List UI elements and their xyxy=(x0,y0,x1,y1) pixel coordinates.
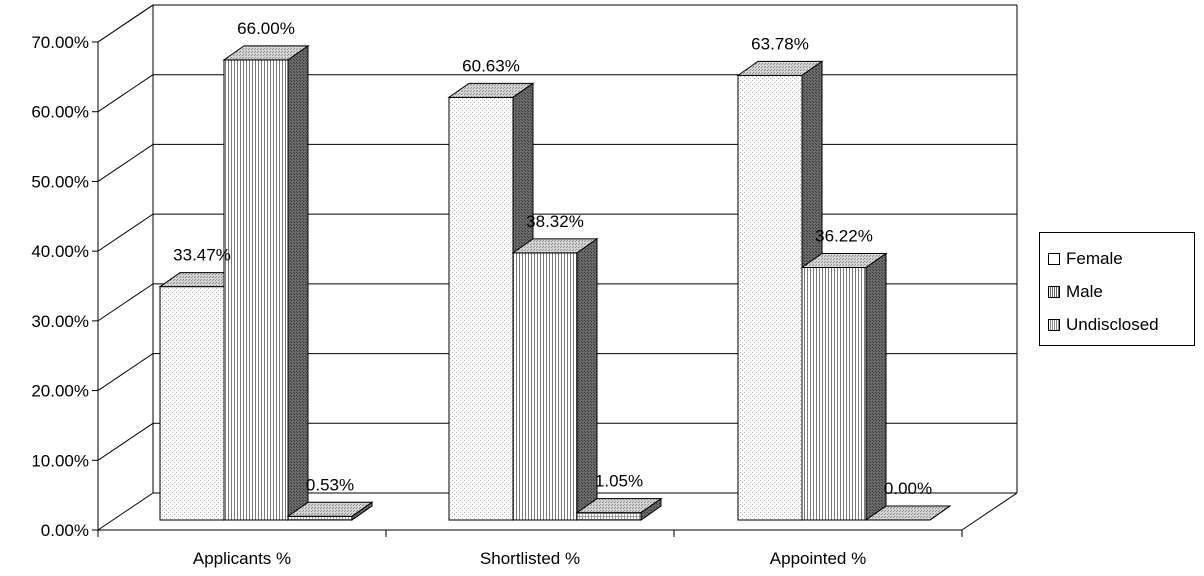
y-tick-label: 10.00% xyxy=(31,451,89,470)
legend-item-undisclosed: Undisclosed xyxy=(1040,308,1194,341)
bars xyxy=(158,44,952,521)
bar-front-face xyxy=(801,266,867,521)
floor-left-edge xyxy=(97,492,154,531)
bar-male xyxy=(222,44,310,521)
bar-side-face xyxy=(640,497,662,521)
y-axis: 0.00% 10.00% 20.00% 30.00% 40.00% 50.00% 60.00… xyxy=(31,33,98,540)
y-tick-label: 60.00% xyxy=(31,103,89,122)
legend-item-male: Male xyxy=(1040,275,1194,308)
bar-side-face xyxy=(351,501,373,521)
bar-side-face xyxy=(287,44,309,521)
data-label: 36.22% xyxy=(815,226,873,245)
gridline-diagonal xyxy=(97,4,154,43)
y-tick-label: 0.00% xyxy=(41,521,89,540)
bar-male xyxy=(511,237,599,521)
x-axis: Applicants % Shortlisted % Appointed % xyxy=(97,530,963,568)
bar-front-face xyxy=(512,252,578,521)
bar-front-face xyxy=(223,59,289,521)
bar-front-face xyxy=(737,74,803,521)
legend-swatch-undisclosed xyxy=(1048,318,1060,331)
legend-label-male: Male xyxy=(1066,281,1103,301)
legend-swatch-male xyxy=(1048,285,1060,298)
data-label: 33.47% xyxy=(173,246,231,265)
bar-side-face xyxy=(929,505,951,521)
legend-swatch-female xyxy=(1048,252,1060,265)
bar-front-face xyxy=(576,512,642,521)
data-label: 63.78% xyxy=(751,34,809,53)
gridline-diagonal xyxy=(97,283,154,322)
floor-right-edge xyxy=(961,492,1018,531)
data-label: 1.05% xyxy=(595,472,643,491)
data-label: 38.32% xyxy=(526,212,584,231)
legend-label-female: Female xyxy=(1066,248,1123,268)
bar-front-face xyxy=(159,286,225,521)
gridline-diagonal xyxy=(97,74,154,113)
data-label: 0.53% xyxy=(306,475,354,494)
x-tick-label: Applicants % xyxy=(193,549,291,568)
bar-undisclosed xyxy=(286,501,374,521)
gridline-diagonal xyxy=(97,144,154,182)
y-tick-label: 50.00% xyxy=(31,172,89,191)
bar-undisclosed xyxy=(864,505,952,521)
data-label: 0.00% xyxy=(884,479,932,498)
bar-front-face xyxy=(287,515,353,521)
data-labels: 33.47% 66.00% 0.53% 60.63% 38.32% 1.05% 63.78%… xyxy=(173,19,932,498)
data-label: 60.63% xyxy=(462,56,520,75)
legend-label-undisclosed: Undisclosed xyxy=(1066,314,1159,334)
gridline-diagonal xyxy=(97,422,154,461)
legend-item-female: Female xyxy=(1040,242,1194,275)
bar-front-face xyxy=(448,96,514,521)
y-tick-label: 30.00% xyxy=(31,312,89,331)
gridline-diagonal xyxy=(97,213,154,252)
y-tick-label: 70.00% xyxy=(31,33,89,52)
bar-undisclosed xyxy=(575,497,663,521)
x-tick-label: Appointed % xyxy=(770,549,866,568)
data-label: 66.00% xyxy=(237,19,295,38)
bar-male xyxy=(800,252,888,521)
gridline-diagonal xyxy=(97,353,154,391)
y-tick-label: 40.00% xyxy=(31,242,89,261)
legend: Female Male Undisclosed xyxy=(1039,232,1195,346)
y-tick-label: 20.00% xyxy=(31,382,89,401)
x-tick-label: Shortlisted % xyxy=(480,549,580,568)
